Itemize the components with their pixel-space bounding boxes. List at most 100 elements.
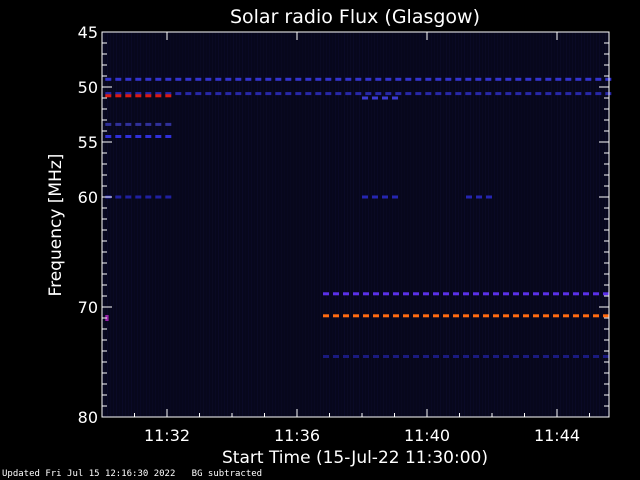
band-segment <box>465 92 472 96</box>
band-segment <box>255 92 262 96</box>
spectrogram-texture <box>104 32 609 417</box>
band-segment <box>265 77 272 81</box>
texture-streak <box>257 32 258 417</box>
emission-band <box>362 96 398 100</box>
texture-streak <box>440 32 441 417</box>
y-tick-label: 60 <box>78 188 98 207</box>
texture-streak <box>602 32 603 417</box>
texture-streak <box>524 32 525 417</box>
texture-streak <box>236 32 237 417</box>
band-segment <box>565 77 572 81</box>
texture-streak <box>392 32 393 417</box>
y-axis-label: Frequency [MHz] <box>46 154 66 297</box>
band-segment <box>393 292 399 296</box>
band-segment <box>195 77 202 81</box>
texture-streak <box>509 32 510 417</box>
band-segment <box>105 94 112 98</box>
texture-streak <box>542 32 543 417</box>
band-segment <box>165 92 172 96</box>
band-segment <box>175 92 182 96</box>
band-segment <box>475 77 482 81</box>
emission-band <box>105 92 612 96</box>
texture-streak <box>329 32 330 417</box>
band-segment <box>373 314 379 318</box>
band-segment <box>353 292 359 296</box>
y-tick-label: 70 <box>78 298 98 317</box>
band-segment <box>495 92 502 96</box>
band-segment <box>403 355 409 358</box>
band-segment <box>115 92 122 96</box>
y-tick-label: 50 <box>78 78 98 97</box>
emission-band <box>105 94 172 98</box>
band-segment <box>315 92 322 96</box>
texture-streak <box>521 32 522 417</box>
band-segment <box>503 314 509 318</box>
band-segment <box>255 77 262 81</box>
band-segment <box>392 96 398 100</box>
texture-streak <box>209 32 210 417</box>
band-segment <box>323 314 329 318</box>
band-segment <box>333 292 339 296</box>
texture-streak <box>179 32 180 417</box>
texture-streak <box>122 32 123 417</box>
texture-streak <box>545 32 546 417</box>
texture-streak <box>299 32 300 417</box>
emission-band <box>105 135 172 138</box>
texture-streak <box>263 32 264 417</box>
texture-streak <box>476 32 477 417</box>
band-segment <box>503 292 509 296</box>
texture-streak <box>581 32 582 417</box>
texture-streak <box>605 32 606 417</box>
band-segment <box>363 292 369 296</box>
texture-streak <box>290 32 291 417</box>
band-segment <box>235 92 242 96</box>
texture-streak <box>308 32 309 417</box>
band-segment <box>443 314 449 318</box>
texture-streak <box>212 32 213 417</box>
band-segment <box>155 195 162 199</box>
texture-streak <box>242 32 243 417</box>
band-segment <box>445 92 452 96</box>
band-segment <box>362 96 368 100</box>
band-segment <box>215 92 222 96</box>
texture-streak <box>386 32 387 417</box>
x-tick-label: 11:36 <box>274 426 320 445</box>
band-segment <box>555 77 562 81</box>
band-segment <box>455 77 462 81</box>
texture-streak <box>197 32 198 417</box>
band-segment <box>175 77 182 81</box>
texture-streak <box>275 32 276 417</box>
texture-streak <box>416 32 417 417</box>
y-tick-label: 80 <box>78 408 98 427</box>
band-segment <box>523 292 529 296</box>
texture-streak <box>491 32 492 417</box>
band-segment <box>245 77 252 81</box>
band-segment <box>483 314 489 318</box>
band-segment <box>543 314 549 318</box>
band-segment <box>545 77 552 81</box>
band-segment <box>355 92 362 96</box>
band-segment <box>603 314 609 318</box>
texture-streak <box>494 32 495 417</box>
band-segment <box>553 355 559 358</box>
x-tick-label: 11:44 <box>534 426 580 445</box>
texture-streak <box>146 32 147 417</box>
band-segment <box>443 292 449 296</box>
texture-streak <box>266 32 267 417</box>
texture-streak <box>527 32 528 417</box>
band-segment <box>392 195 398 199</box>
band-segment <box>155 92 162 96</box>
texture-streak <box>218 32 219 417</box>
texture-streak <box>239 32 240 417</box>
y-tick-label: 55 <box>78 133 98 152</box>
texture-streak <box>431 32 432 417</box>
texture-streak <box>389 32 390 417</box>
band-segment <box>125 122 132 126</box>
texture-streak <box>362 32 363 417</box>
texture-streak <box>170 32 171 417</box>
band-segment <box>483 292 489 296</box>
texture-streak <box>164 32 165 417</box>
band-segment <box>343 314 349 318</box>
texture-streak <box>176 32 177 417</box>
band-segment <box>105 77 112 81</box>
